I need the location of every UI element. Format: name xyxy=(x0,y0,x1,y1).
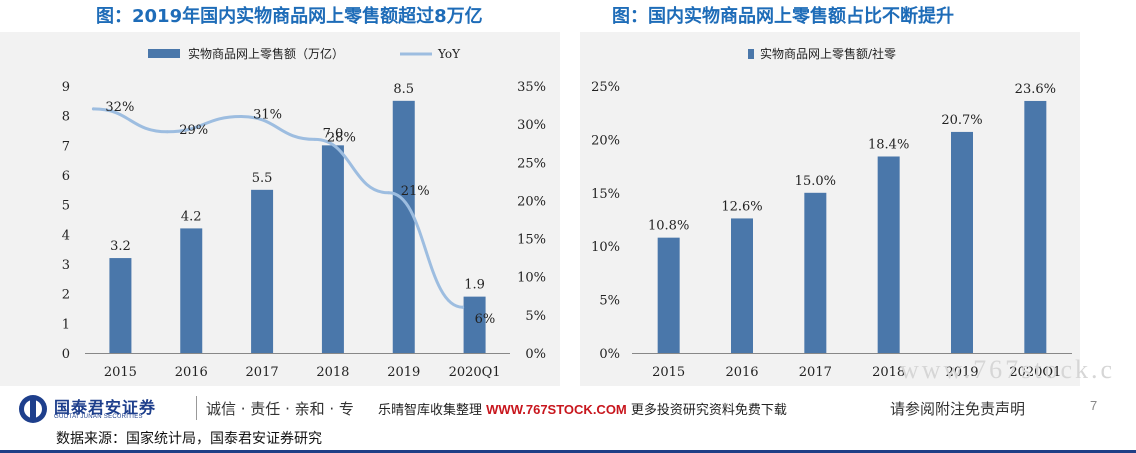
yoy-value-label: 6% xyxy=(475,312,496,327)
legend-bar-label: 实物商品网上零售额/社零 xyxy=(760,46,896,61)
bar-value-label: 8.5 xyxy=(393,82,414,97)
y-tick-label: 8 xyxy=(62,110,70,125)
x-tick-label: 2016 xyxy=(725,365,758,380)
y-tick-label: 20% xyxy=(591,133,620,148)
bar xyxy=(1024,100,1047,354)
legend-line-label: YoY xyxy=(437,47,461,61)
x-tick-label: 2016 xyxy=(175,365,208,380)
bar-value-label: 1.9 xyxy=(464,278,485,293)
yoy-point xyxy=(387,191,391,195)
yoy-point xyxy=(239,115,243,119)
y-tick-label: 10% xyxy=(591,240,620,255)
watermark-url: WWW.767STOCK.COM xyxy=(486,402,627,417)
x-tick-label: 2015 xyxy=(104,365,137,380)
bar-value-label: 20.7% xyxy=(941,113,982,128)
y-tick-label: 9 xyxy=(62,80,70,95)
right-chart-title: 图：国内实物商品网上零售额占比不断提升 xyxy=(612,6,954,27)
y-tick-label: 5 xyxy=(62,199,70,214)
x-tick-label: 2019 xyxy=(387,365,420,380)
y-tick-label: 0% xyxy=(599,347,620,362)
y-tick-label: 2 xyxy=(62,288,70,303)
x-tick-label: 2020Q1 xyxy=(449,365,501,380)
page-number: 7 xyxy=(1090,398,1098,413)
bar xyxy=(951,131,973,353)
bar-value-label: 23.6% xyxy=(1015,82,1056,97)
footer-divider xyxy=(196,396,197,420)
x-tick-label: 2017 xyxy=(799,365,832,380)
right-chart-panel: 实物商品网上零售额/社零 0% 5% 10% 15% 20% 25% 10.8% 2015 12.… xyxy=(580,32,1080,386)
y-tick-label: 0 xyxy=(62,347,70,362)
bar xyxy=(251,189,274,353)
bar-value-label: 4.2 xyxy=(181,209,202,224)
x-tick-label: 2015 xyxy=(652,365,685,380)
bar-value-label: 18.4% xyxy=(868,137,909,152)
bar-value-label: 7.0 xyxy=(323,126,344,141)
bar xyxy=(321,145,344,353)
watermark-prefix: 乐晴智库收集整理 xyxy=(378,403,483,418)
bar-value-label: 10.8% xyxy=(648,219,689,234)
legend-bar-swatch xyxy=(748,49,754,59)
bottom-rule xyxy=(0,450,1136,453)
y-tick-label: 5% xyxy=(599,294,620,309)
watermark-suffix: 更多投资研究资料免费下载 xyxy=(630,403,787,418)
bar-value-label: 3.2 xyxy=(110,239,131,254)
y-tick-label: 1 xyxy=(62,317,70,332)
left-bar-line-chart: 实物商品网上零售额（万亿） YoY 0 1 2 3 4 5 6 7 8 9 0% 5% 10% 15% 20% 2… xyxy=(62,46,546,380)
yoy-point xyxy=(165,130,169,134)
bar xyxy=(392,100,415,353)
company-logo: 国泰君安证券 GUOTAI JUNAN SECURITIES xyxy=(18,394,208,424)
y2-tick-label: 5% xyxy=(525,309,546,324)
y-tick-label: 6 xyxy=(62,169,70,184)
right-bar-chart: 实物商品网上零售额/社零 0% 5% 10% 15% 20% 25% 10.8% 2015 12.… xyxy=(591,46,1072,380)
x-tick-label: 2018 xyxy=(872,365,905,380)
corner-watermark: www.767stock.c xyxy=(900,355,1116,384)
bar xyxy=(731,218,753,353)
x-tick-label: 2020Q1 xyxy=(1009,365,1061,380)
x-tick-label: 2019 xyxy=(945,365,978,380)
y2-tick-label: 15% xyxy=(517,233,546,248)
yoy-value-label: 28% xyxy=(327,130,356,145)
yoy-value-label: 21% xyxy=(401,184,430,199)
y2-tick-label: 35% xyxy=(517,80,546,95)
yoy-value-label: 29% xyxy=(179,123,208,138)
x-tick-label: 2018 xyxy=(316,365,349,380)
bar-value-label: 5.5 xyxy=(252,171,273,186)
bar xyxy=(180,228,203,353)
y-tick-label: 15% xyxy=(591,187,620,202)
y2-tick-label: 30% xyxy=(517,118,546,133)
logo-text-cn: 国泰君安证券 xyxy=(54,398,157,417)
bar-value-label: 15.0% xyxy=(795,174,836,189)
legend-bar-label: 实物商品网上零售额（万亿） xyxy=(188,46,344,61)
y2-tick-label: 20% xyxy=(517,194,546,209)
left-chart-panel: 实物商品网上零售额（万亿） YoY 0 1 2 3 4 5 6 7 8 9 0% 5% 10% 15% 20% 2… xyxy=(0,32,560,386)
y2-tick-label: 10% xyxy=(517,271,546,286)
left-chart-title: 图：2019年国内实物商品网上零售额超过8万亿 xyxy=(96,6,483,27)
legend-bar-swatch xyxy=(148,49,180,58)
y-tick-label: 7 xyxy=(62,139,70,154)
footer: 国泰君安证券 GUOTAI JUNAN SECURITIES 诚信 · 责任 ·… xyxy=(0,388,1136,428)
bar xyxy=(109,258,132,353)
x-tick-label: 2017 xyxy=(246,365,279,380)
y-tick-label: 4 xyxy=(62,228,70,243)
data-source-note: 数据来源：国家统计局，国泰君安证券研究 xyxy=(56,431,322,447)
y-tick-label: 25% xyxy=(591,80,620,95)
yoy-point xyxy=(313,137,317,141)
yoy-point xyxy=(91,107,95,111)
bar xyxy=(463,296,486,353)
bar-value-label: 12.6% xyxy=(721,199,762,214)
logo-text-en: GUOTAI JUNAN SECURITIES xyxy=(54,414,143,420)
disclaimer-text: 请参阅附注免责声明 xyxy=(890,400,1026,418)
bar xyxy=(804,192,827,353)
y2-tick-label: 25% xyxy=(517,156,546,171)
bar xyxy=(877,156,900,353)
logo-emblem-icon xyxy=(19,395,47,423)
yoy-value-label: 31% xyxy=(253,108,282,123)
y-tick-label: 3 xyxy=(62,258,70,273)
company-slogan: 诚信 · 责任 · 亲和 · 专 xyxy=(206,400,354,418)
yoy-point xyxy=(461,305,465,309)
footer-watermark: 乐晴智库收集整理 WWW.767STOCK.COM 更多投资研究资料免费下载 xyxy=(378,399,791,418)
bar xyxy=(657,237,680,353)
y2-tick-label: 0% xyxy=(525,347,546,362)
yoy-value-label: 32% xyxy=(105,100,134,115)
